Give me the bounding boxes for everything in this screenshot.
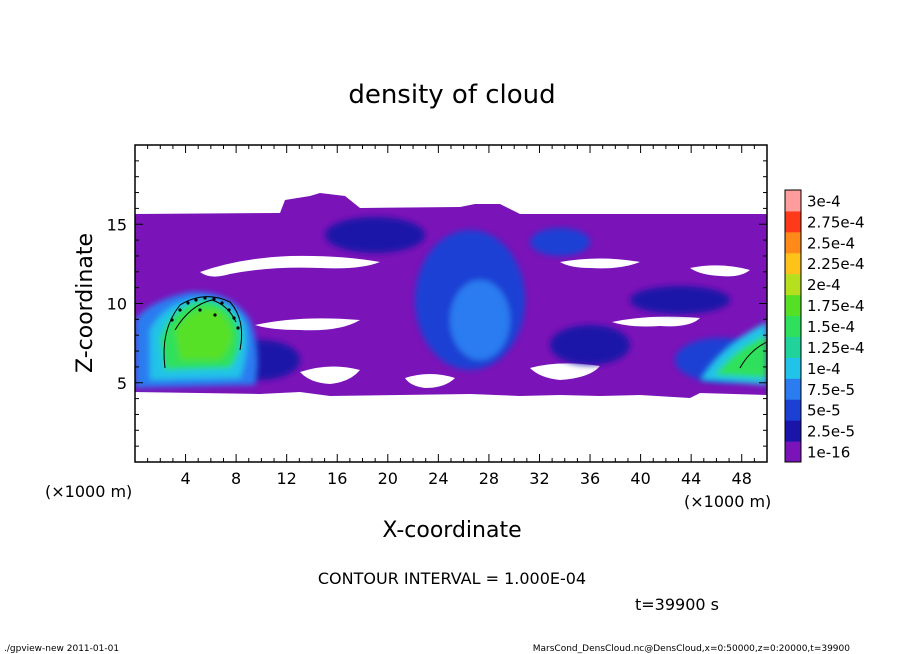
x-unit-left: (×1000 m) <box>45 482 132 501</box>
colorbar-labels: 1e-16 2.5e-5 5e-5 7.5e-5 1e-4 1.25e-4 1.5e-4 1.… <box>807 192 865 461</box>
x-tick-label: 16 <box>327 469 347 488</box>
x-tick-label: 20 <box>378 469 398 488</box>
y-tick-label: 5 <box>117 374 127 393</box>
chart-title: density of cloud <box>348 80 555 110</box>
colorbar-label: 1e-16 <box>807 444 850 462</box>
colorbar-cell <box>785 441 801 463</box>
footer-left: ./gpview-new 2011-01-01 <box>4 644 119 654</box>
colorbar-label: 2.5e-5 <box>807 423 855 441</box>
colorbar-label: 1.25e-4 <box>807 339 865 357</box>
x-ticks: 4 8 12 16 20 24 28 32 36 40 44 48 <box>147 145 755 488</box>
x-tick-label: 28 <box>479 469 499 488</box>
colorbar-cell <box>785 294 801 317</box>
colorbar-cell <box>785 315 801 337</box>
x-axis-label: X-coordinate <box>382 518 521 543</box>
time-label: t=39900 s <box>635 595 719 614</box>
x-tick-label: 4 <box>180 469 190 488</box>
plot-area <box>135 145 767 462</box>
colorbar-label: 1e-4 <box>807 360 841 378</box>
colorbar-cell <box>785 378 801 400</box>
x-tick-label: 32 <box>529 469 549 488</box>
x-tick-label: 24 <box>428 469 448 488</box>
colorbar-cell <box>785 357 801 379</box>
x-unit-right: (×1000 m) <box>684 492 771 511</box>
x-tick-label: 48 <box>732 469 752 488</box>
colorbar-label: 2.25e-4 <box>807 255 865 273</box>
colorbar: 1e-16 2.5e-5 5e-5 7.5e-5 1e-4 1.25e-4 1.5e-4 1.… <box>784 189 865 463</box>
colorbar-cells <box>785 190 801 463</box>
x-tick-label: 8 <box>231 469 241 488</box>
colorbar-cell <box>785 336 801 358</box>
colorbar-cell <box>785 420 801 442</box>
contour-interval: CONTOUR INTERVAL = 1.000E-04 <box>318 569 586 588</box>
x-tick-label: 12 <box>277 469 297 488</box>
colorbar-cell <box>785 252 801 275</box>
colorbar-label: 1.5e-4 <box>807 318 855 336</box>
footer-right: MarsCond_DensCloud.nc@DensCloud,x=0:5000… <box>533 644 850 654</box>
colorbar-label: 2.75e-4 <box>807 213 865 231</box>
y-ticks: 5 10 15 <box>107 160 767 447</box>
colorbar-cell <box>785 273 801 296</box>
cloud-density-field <box>135 193 767 398</box>
y-axis-label: Z-coordinate <box>73 233 98 373</box>
colorbar-label: 3e-4 <box>807 192 841 210</box>
colorbar-label: 1.75e-4 <box>807 297 865 315</box>
colorbar-cell <box>785 231 801 254</box>
colorbar-cell <box>785 399 801 421</box>
colorbar-cell <box>785 210 801 233</box>
colorbar-label: 2e-4 <box>807 276 841 294</box>
x-tick-label: 36 <box>580 469 600 488</box>
x-tick-label: 44 <box>681 469 701 488</box>
colorbar-label: 5e-5 <box>807 402 841 420</box>
x-tick-label: 40 <box>630 469 650 488</box>
y-tick-label: 15 <box>107 215 127 234</box>
colorbar-label: 2.5e-4 <box>807 234 855 252</box>
colorbar-label: 7.5e-5 <box>807 381 855 399</box>
y-tick-label: 10 <box>107 295 127 314</box>
colorbar-cell <box>785 190 801 212</box>
